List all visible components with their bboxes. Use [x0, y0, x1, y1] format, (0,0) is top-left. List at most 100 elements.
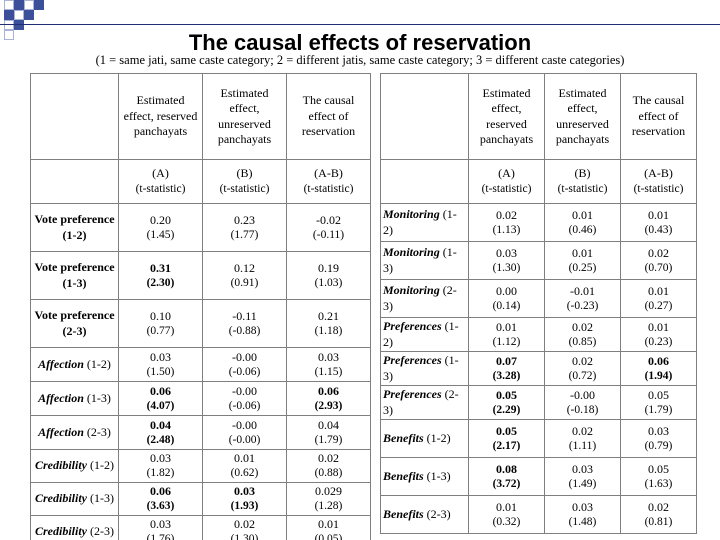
header-row: Estimated effect, reserved panchayats Est… [30, 73, 371, 160]
value-cell: 0.02 (1.11) [544, 419, 621, 458]
value-cell: 0.03 (0.79) [620, 419, 697, 458]
title-rule [0, 24, 720, 25]
value-cell: 0.05 (2.17) [468, 419, 545, 458]
value-cell: -0.00 (-0.06) [202, 347, 287, 382]
estimate-value: 0.03 [648, 423, 669, 438]
row-label-suffix: (2-3) [87, 524, 114, 539]
value-cell: 0.02 (0.70) [620, 241, 697, 280]
value-cell: 0.05 (1.63) [620, 457, 697, 496]
t-statistic-value: (1.12) [492, 335, 521, 348]
t-statistic-value: (2.29) [492, 403, 521, 416]
row-label-suffix: (1-3) [423, 468, 451, 483]
estimate-value: 0.06 [648, 353, 669, 368]
estimate-value: 0.05 [648, 461, 669, 476]
t-statistic-value: (1.50) [146, 365, 175, 378]
table-row: Monitoring (2-3) 0.00 (0.14) -0.01 (-0.23) 0.… [380, 279, 697, 318]
estimate-value: 0.21 [318, 308, 339, 323]
table-row: Benefits (2-3) 0.01 (0.32) 0.03 (1.48) 0.02 (0… [380, 495, 697, 534]
row-label-suffix: (2-3) [423, 506, 451, 521]
t-statistic-value: (4.07) [146, 399, 175, 412]
row-label-name: Preferences [383, 353, 442, 367]
row-label: Vote preference (2-3) [30, 299, 119, 348]
estimate-value: 0.10 [150, 308, 171, 323]
corner-cell [30, 159, 119, 204]
column-header: The causal effect of reservation [620, 73, 697, 160]
page-subtitle: (1 = same jati, same caste category; 2 =… [95, 53, 625, 67]
row-label-suffix: (1-2) [423, 430, 451, 445]
table-row: Monitoring (1-3) 0.03 (1.30) 0.01 (0.25) 0.02… [380, 241, 697, 280]
estimate-value: 0.01 [648, 283, 669, 298]
estimate-value: -0.01 [570, 283, 595, 298]
estimate-value: 0.01 [496, 499, 517, 514]
column-header: Estimated effect, unreserved panchayats [544, 73, 621, 160]
table-row: Preferences (2-3) 0.05 (2.29) -0.00 (-0.18) 0… [380, 385, 697, 420]
estimate-value: -0.00 [570, 387, 595, 402]
row-label-name: Vote preference [34, 308, 115, 322]
estimate-value: 0.02 [648, 245, 669, 260]
estimate-value: -0.00 [232, 417, 257, 432]
row-label-name: Monitoring [383, 207, 440, 221]
page-title: The causal effects of reservation [188, 30, 532, 55]
column-label: (A) (t-statistic) [118, 159, 203, 204]
row-label-suffix: (1-2) [83, 356, 111, 371]
row-label-name: Benefits [383, 430, 424, 445]
row-label-suffix: (1-3) [383, 245, 457, 275]
estimate-value: 0.01 [496, 319, 517, 334]
estimate-value: 0.07 [496, 353, 517, 368]
value-cell: 0.03 (1.50) [118, 347, 203, 382]
table-row: Benefits (1-3) 0.08 (3.72) 0.03 (1.49) 0.05 (1… [380, 457, 697, 496]
t-statistic-label: (t-statistic) [303, 182, 354, 195]
estimate-value: 0.03 [150, 349, 171, 364]
column-letter: (B) [574, 166, 591, 180]
table-row: Vote preference (1-3) 0.31 (2.30) 0.12 (0.91… [30, 251, 371, 300]
column-header: The causal effect of reservation [286, 73, 371, 160]
estimate-value: 0.01 [572, 245, 593, 260]
results-table-right: Estimated effect, reserved panchayats Est… [380, 73, 697, 534]
t-statistic-value: (1.77) [230, 228, 259, 241]
t-statistic-value: (1.63) [644, 477, 673, 490]
value-cell: 0.03 (1.93) [202, 482, 287, 516]
row-label: Monitoring (1-2) [380, 203, 469, 242]
t-statistic-value: (1.79) [644, 403, 673, 416]
estimate-value: 0.02 [572, 353, 593, 368]
t-statistic-value: (3.72) [492, 477, 521, 490]
t-statistic-value: (1.93) [230, 500, 259, 512]
subheader-row: (A) (t-statistic) (B) (t-statistic) (A-B) (t-… [380, 159, 697, 204]
estimate-value: 0.08 [496, 461, 517, 476]
value-cell: -0.11 (-0.88) [202, 299, 287, 348]
t-statistic-value: (0.77) [146, 324, 175, 337]
value-cell: 0.03 (1.48) [544, 495, 621, 534]
row-label: Vote preference (1-3) [30, 251, 119, 300]
t-statistic-value: (0.62) [230, 467, 259, 479]
value-cell: 0.02 (1.30) [202, 515, 287, 540]
row-label: Affection (1-2) [30, 347, 119, 382]
estimate-value: 0.02 [496, 207, 517, 222]
t-statistic-label: (t-statistic) [135, 182, 186, 195]
value-cell: 0.10 (0.77) [118, 299, 203, 348]
table-row: Affection (2-3) 0.04 (2.48) -0.00 (-0.00) 0.0… [30, 415, 371, 450]
table-row: Credibility (1-2) 0.03 (1.82) 0.01 (0.62) 0.0… [30, 449, 371, 483]
t-statistic-value: (-0.88) [228, 324, 261, 337]
value-cell: 0.23 (1.77) [202, 203, 287, 252]
t-statistic-value: (1.11) [568, 439, 597, 452]
column-letter: (A-B) [644, 166, 673, 180]
row-label-suffix: (1-2) [383, 207, 457, 237]
row-label: Preferences (2-3) [380, 385, 469, 420]
table-row: Monitoring (1-2) 0.02 (1.13) 0.01 (0.46) 0.01… [380, 203, 697, 242]
table-row: Affection (1-3) 0.06 (4.07) -0.00 (-0.06) 0.0… [30, 381, 371, 416]
t-statistic-value: (-0.11) [312, 228, 345, 241]
row-label-suffix: (2-3) [83, 424, 111, 439]
estimate-value: 0.04 [150, 417, 171, 432]
column-label: (B) (t-statistic) [202, 159, 287, 204]
subheader-row: (A) (t-statistic) (B) (t-statistic) (A-B) (t-… [30, 159, 371, 204]
value-cell: 0.01 (1.12) [468, 317, 545, 352]
t-statistic-value: (0.25) [568, 261, 597, 274]
row-label-suffix: (1-2) [87, 458, 114, 473]
row-label-suffix: (1-2) [62, 227, 87, 242]
t-statistic-value: (1.03) [314, 276, 343, 289]
t-statistic-label: (t-statistic) [481, 182, 532, 195]
column-header: Estimated effect, reserved panchayats [118, 73, 203, 160]
t-statistic-value: (1.15) [314, 365, 343, 378]
row-label: Benefits (1-2) [380, 419, 469, 458]
estimate-value: 0.02 [234, 517, 255, 531]
